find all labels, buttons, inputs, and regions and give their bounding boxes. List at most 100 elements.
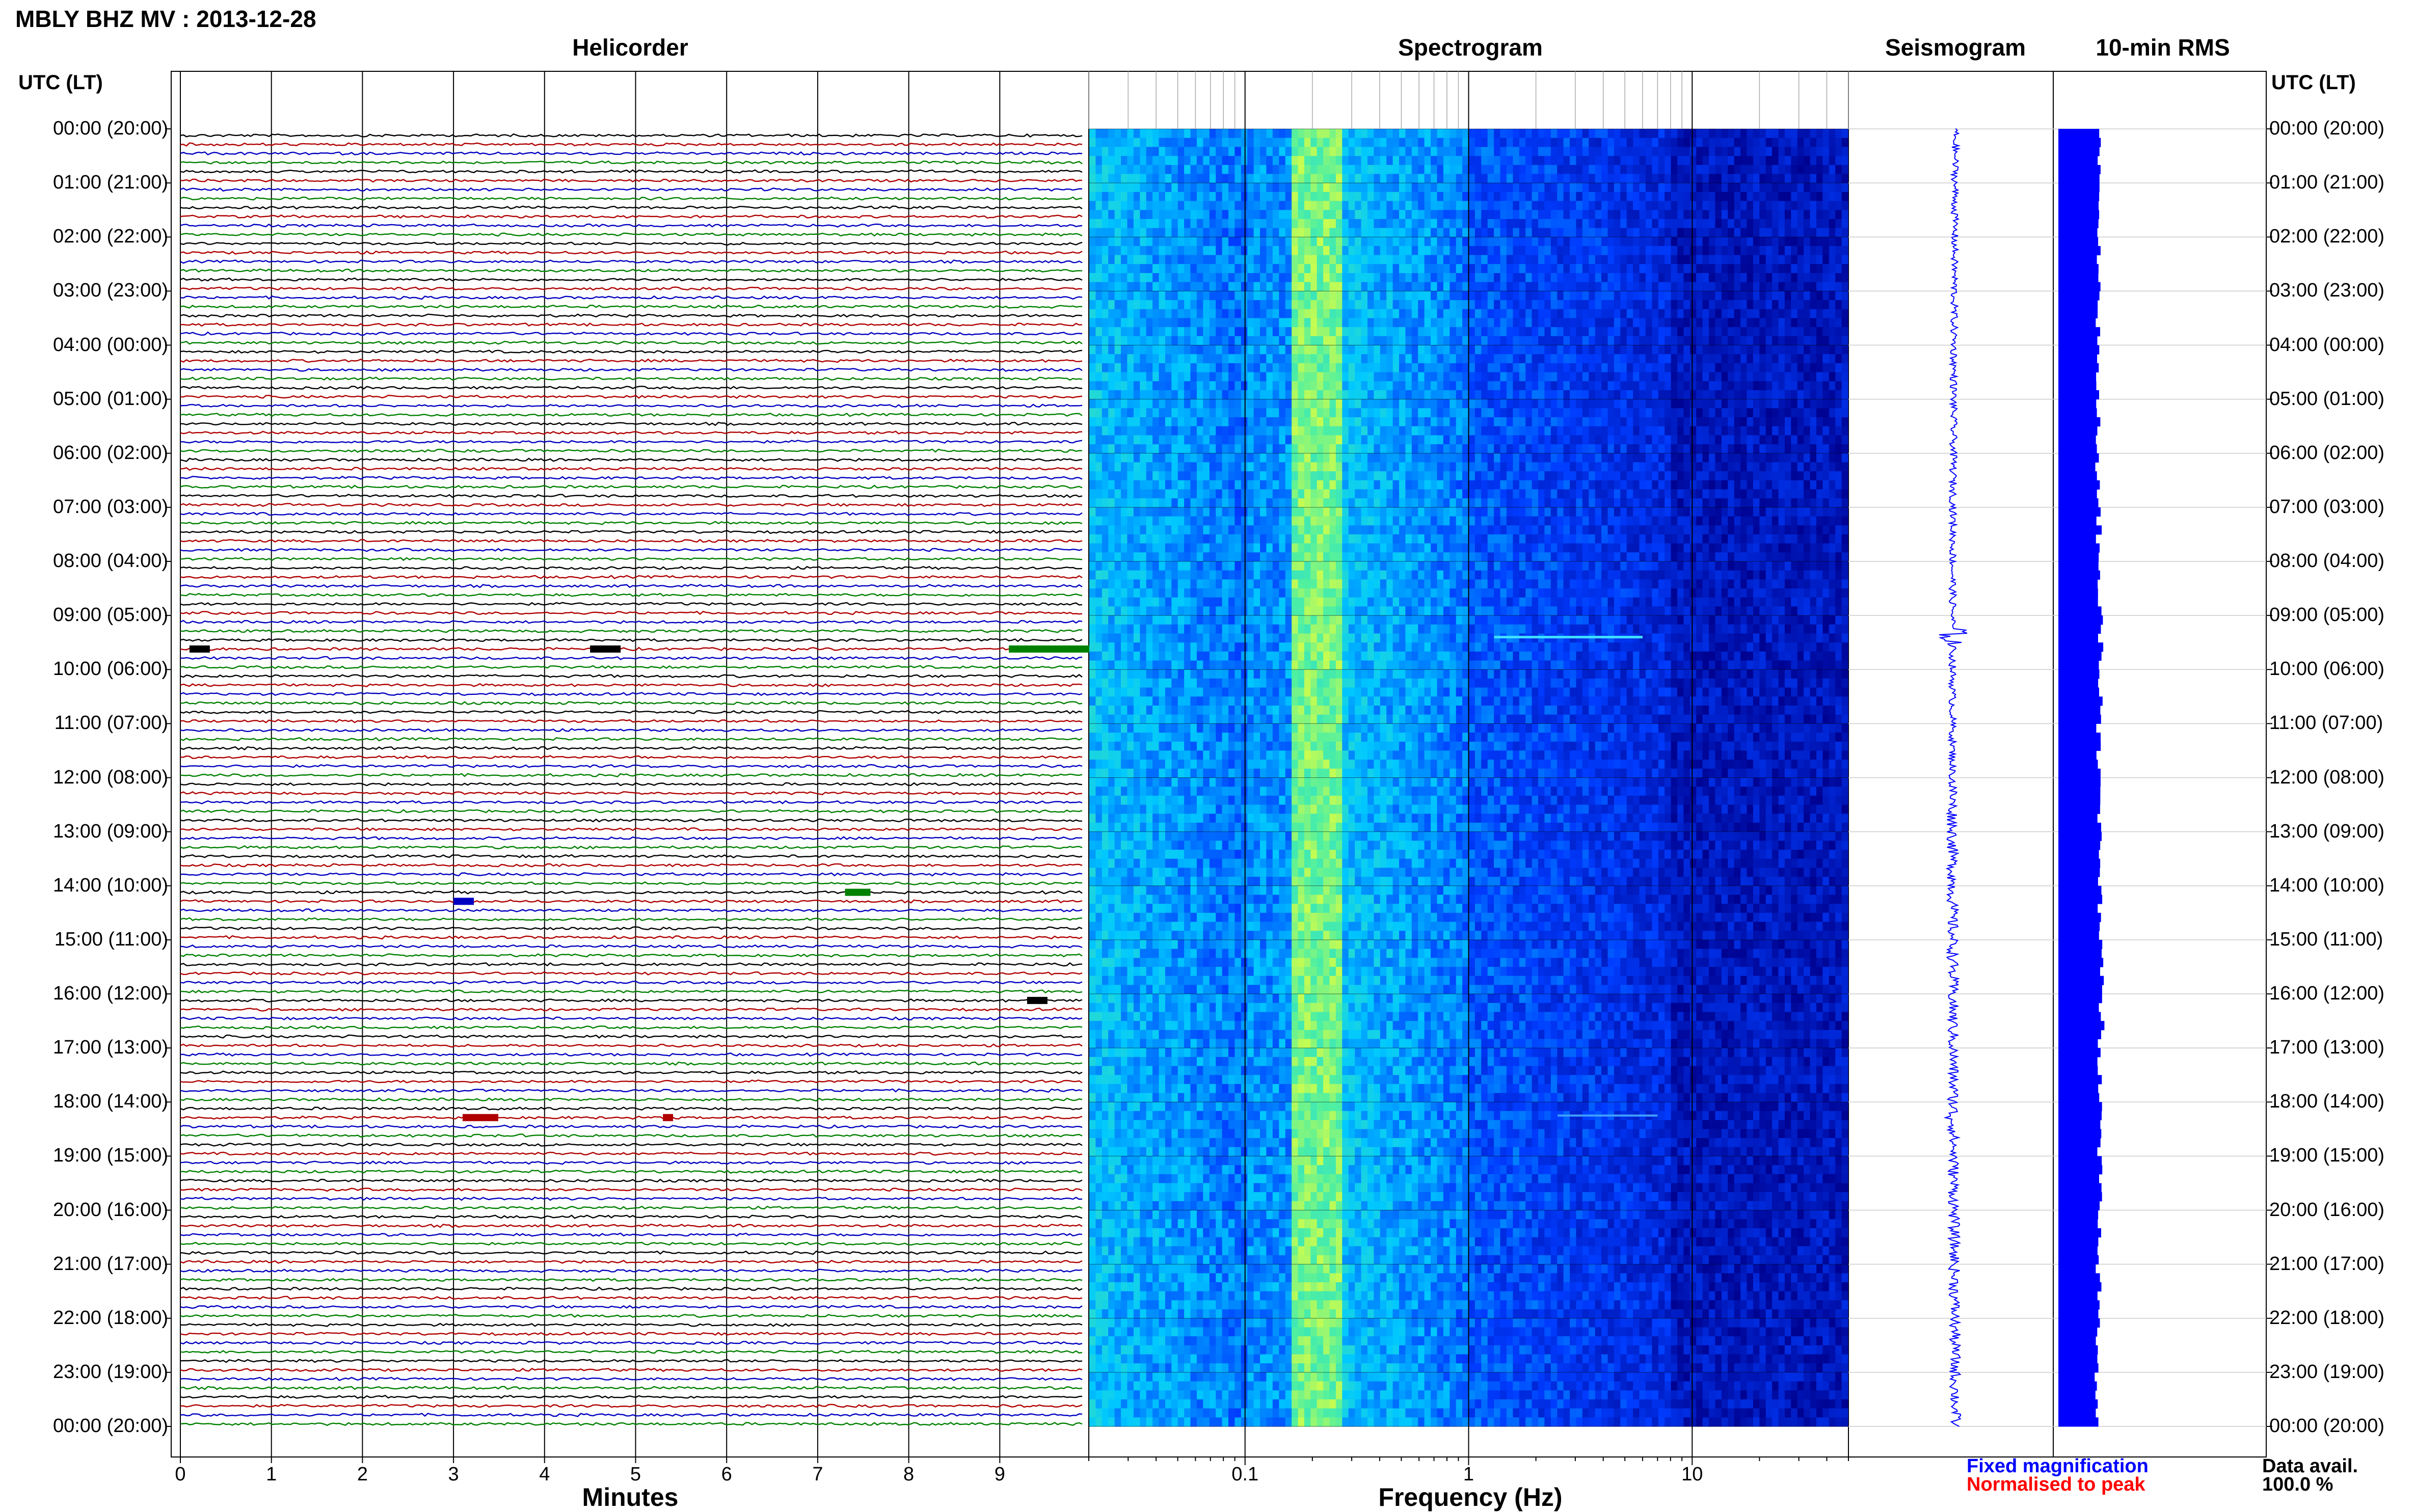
spectrogram-cell bbox=[1146, 291, 1153, 300]
spectrogram-cell bbox=[1102, 345, 1109, 355]
spectrogram-cell bbox=[1785, 129, 1791, 138]
spectrogram-cell bbox=[1785, 336, 1791, 345]
spectrogram-cell bbox=[1108, 336, 1115, 345]
spectrogram-cell bbox=[1766, 282, 1773, 291]
spectrogram-cell bbox=[1273, 417, 1279, 426]
spectrogram-cell bbox=[1835, 444, 1842, 453]
spectrogram-cell bbox=[1140, 201, 1146, 210]
spectrogram-cell bbox=[1241, 462, 1248, 471]
spectrogram-cell bbox=[1646, 165, 1652, 174]
spectrogram-cell bbox=[1443, 336, 1450, 345]
spectrogram-cell bbox=[1127, 435, 1134, 444]
spectrogram-cell bbox=[1816, 417, 1823, 426]
helicorder-trace bbox=[180, 603, 1082, 605]
spectrogram-cell bbox=[1184, 174, 1191, 183]
spectrogram-cell bbox=[1747, 174, 1754, 183]
spectrogram-cell bbox=[1665, 210, 1671, 219]
spectrogram-cell bbox=[1747, 165, 1754, 174]
spectrogram-cell bbox=[1683, 300, 1690, 309]
spectrogram-cell bbox=[1361, 426, 1368, 436]
spectrogram-cell bbox=[1551, 219, 1558, 228]
spectrogram-cell bbox=[1374, 138, 1380, 147]
spectrogram-cell bbox=[1405, 462, 1412, 471]
spectrogram-cell bbox=[1842, 336, 1848, 345]
spectrogram-cell bbox=[1134, 255, 1140, 264]
spectrogram-cell bbox=[1488, 174, 1494, 183]
spectrogram-cell bbox=[1475, 246, 1482, 255]
spectrogram-cell bbox=[1747, 390, 1754, 399]
spectrogram-cell bbox=[1374, 471, 1380, 480]
spectrogram-cell bbox=[1810, 291, 1817, 300]
spectrogram-cell bbox=[1108, 399, 1115, 409]
spectrogram-cell bbox=[1728, 174, 1734, 183]
spectrogram-cell bbox=[1165, 246, 1172, 255]
spectrogram-cell bbox=[1330, 210, 1336, 219]
spectrogram-cell bbox=[1247, 291, 1254, 300]
helicorder-trace bbox=[180, 314, 1082, 317]
spectrogram-cell bbox=[1608, 444, 1615, 453]
spectrogram-cell bbox=[1121, 192, 1128, 201]
spectrogram-cell bbox=[1481, 156, 1488, 165]
spectrogram-cell bbox=[1298, 408, 1305, 417]
spectrogram-cell bbox=[1355, 480, 1361, 490]
spectrogram-cell bbox=[1115, 291, 1121, 300]
spectrogram-cell bbox=[1393, 210, 1400, 219]
spectrogram-cell bbox=[1779, 264, 1785, 273]
spectrogram-cell bbox=[1747, 300, 1754, 309]
spectrogram-cell bbox=[1279, 201, 1285, 210]
spectrogram-cell bbox=[1298, 345, 1305, 355]
spectrogram-cell bbox=[1513, 273, 1519, 282]
spectrogram-cell bbox=[1095, 273, 1102, 282]
spectrogram-cell bbox=[1703, 318, 1709, 327]
spectrogram-cell bbox=[1715, 165, 1722, 174]
spectrogram-cell bbox=[1285, 408, 1292, 417]
spectrogram-cell bbox=[1342, 219, 1349, 228]
spectrogram-cell bbox=[1323, 354, 1330, 363]
spectrogram-cell bbox=[1816, 210, 1823, 219]
spectrogram-cell bbox=[1785, 174, 1791, 183]
spectrogram-cell bbox=[1557, 174, 1564, 183]
spectrogram-cell bbox=[1582, 354, 1589, 363]
spectrogram-cell bbox=[1481, 282, 1488, 291]
spectrogram-cell bbox=[1810, 345, 1817, 355]
spectrogram-cell bbox=[1551, 228, 1558, 237]
spectrogram-cell bbox=[1146, 264, 1153, 273]
spectrogram-cell bbox=[1386, 327, 1393, 336]
spectrogram-cell bbox=[1507, 471, 1513, 480]
spectrogram-cell bbox=[1115, 174, 1121, 183]
spectrogram-cell bbox=[1829, 174, 1836, 183]
spectrogram-cell bbox=[1513, 435, 1519, 444]
spectrogram-cell bbox=[1791, 327, 1797, 336]
spectrogram-cell bbox=[1525, 462, 1532, 471]
spectrogram-cell bbox=[1159, 345, 1166, 355]
spectrogram-cell bbox=[1349, 264, 1355, 273]
spectrogram-cell bbox=[1646, 156, 1652, 165]
spectrogram-cell bbox=[1367, 354, 1374, 363]
spectrogram-cell bbox=[1595, 255, 1602, 264]
spectrogram-cell bbox=[1564, 417, 1570, 426]
spectrogram-cell bbox=[1538, 300, 1545, 309]
spectrogram-cell bbox=[1513, 480, 1519, 490]
spectrogram-cell bbox=[1582, 291, 1589, 300]
spectrogram-cell bbox=[1399, 156, 1406, 165]
spectrogram-cell bbox=[1722, 381, 1728, 390]
spectrogram-cell bbox=[1159, 219, 1166, 228]
spectrogram-cell bbox=[1829, 363, 1836, 372]
spectrogram-cell bbox=[1683, 210, 1690, 219]
spectrogram-cell bbox=[1260, 138, 1267, 147]
spectrogram-cell bbox=[1386, 417, 1393, 426]
spectrogram-cell bbox=[1513, 327, 1519, 336]
spectrogram-cell bbox=[1614, 129, 1621, 138]
spectrogram-cell bbox=[1734, 399, 1741, 409]
spectrogram-cell bbox=[1431, 219, 1437, 228]
spectrogram-cell bbox=[1367, 453, 1374, 463]
spectrogram-cell bbox=[1323, 138, 1330, 147]
spectrogram-cell bbox=[1513, 282, 1519, 291]
spectrogram-cell bbox=[1393, 219, 1400, 228]
spectrogram-cell bbox=[1355, 201, 1361, 210]
spectrogram-cell bbox=[1557, 444, 1564, 453]
helicorder-trace bbox=[180, 873, 1082, 876]
spectrogram-cell bbox=[1121, 390, 1128, 399]
spectrogram-cell bbox=[1797, 228, 1804, 237]
spectrogram-cell bbox=[1374, 129, 1380, 138]
